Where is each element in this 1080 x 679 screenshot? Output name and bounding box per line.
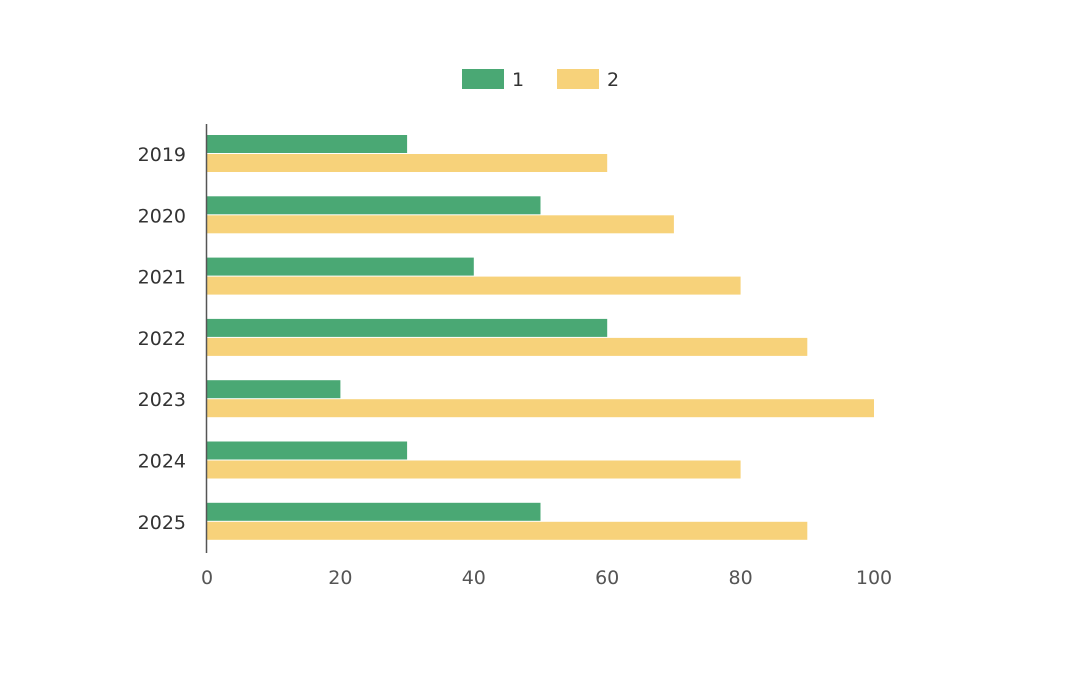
x-tick-label-60: 60 xyxy=(595,567,619,589)
y-tick-label-2022: 2022 xyxy=(138,328,186,350)
bar-series-2-2019 xyxy=(207,154,608,172)
x-tick-label-40: 40 xyxy=(462,567,486,589)
bar-series-1-2019 xyxy=(207,135,408,153)
legend-label-series-1: 1 xyxy=(512,69,524,91)
y-tick-label-2024: 2024 xyxy=(138,451,186,473)
legend-swatch-series-2 xyxy=(557,69,599,89)
bar-series-2-2022 xyxy=(207,337,808,356)
bar-series-2-2024 xyxy=(207,460,741,479)
y-tick-label-2021: 2021 xyxy=(138,267,186,289)
bar-series-2-2025 xyxy=(207,521,808,540)
x-axis-labels: 0 20 40 60 80 100 xyxy=(201,567,892,589)
bar-series-2-2023 xyxy=(207,399,874,418)
bar-series-1-2025 xyxy=(207,502,541,521)
y-tick-label-2025: 2025 xyxy=(138,512,186,534)
bars-group xyxy=(207,135,874,540)
legend-swatch-series-1 xyxy=(462,69,504,89)
bar-series-1-2024 xyxy=(207,441,408,460)
bar-series-1-2023 xyxy=(207,380,341,399)
y-tick-label-2020: 2020 xyxy=(138,205,186,227)
y-tick-label-2019: 2019 xyxy=(138,144,186,166)
y-tick-label-2023: 2023 xyxy=(138,389,186,411)
bar-series-1-2021 xyxy=(207,257,474,276)
bar-series-1-2020 xyxy=(207,196,541,215)
x-tick-label-80: 80 xyxy=(729,567,753,589)
bar-series-1-2022 xyxy=(207,318,608,337)
x-tick-label-0: 0 xyxy=(201,567,213,589)
y-axis-labels: 2019 2020 2021 2022 2023 2024 2025 xyxy=(138,144,186,534)
legend-label-series-2: 2 xyxy=(607,69,619,91)
bar-series-2-2020 xyxy=(207,215,674,234)
bar-series-2-2021 xyxy=(207,276,741,295)
x-tick-label-100: 100 xyxy=(856,567,892,589)
x-tick-label-20: 20 xyxy=(328,567,352,589)
